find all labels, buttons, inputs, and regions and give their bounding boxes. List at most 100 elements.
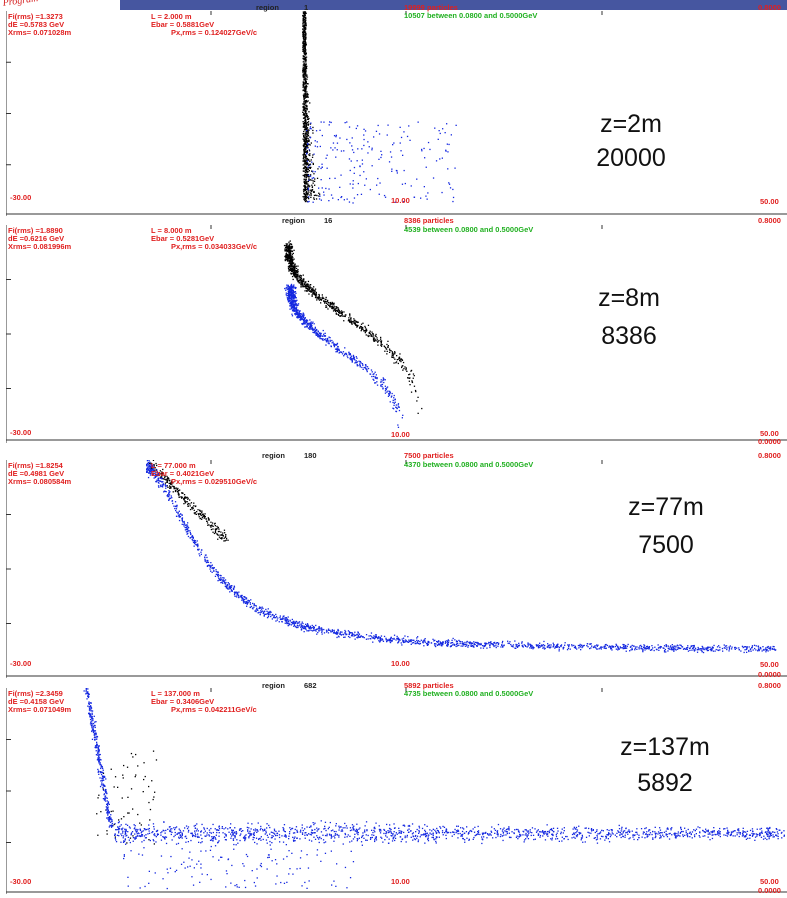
particle bbox=[301, 625, 303, 628]
particle bbox=[587, 643, 589, 645]
particle bbox=[268, 611, 270, 613]
particle bbox=[638, 646, 640, 649]
particle bbox=[288, 256, 290, 258]
particle bbox=[640, 648, 642, 650]
particle bbox=[417, 636, 419, 638]
particle bbox=[98, 749, 100, 751]
particle bbox=[302, 160, 304, 162]
particle bbox=[308, 324, 310, 326]
particle bbox=[326, 306, 328, 308]
particle bbox=[580, 649, 582, 651]
particle bbox=[370, 335, 373, 337]
particle bbox=[309, 628, 311, 630]
particle bbox=[374, 371, 376, 373]
particle bbox=[90, 716, 92, 718]
particle bbox=[670, 648, 672, 651]
particle bbox=[512, 644, 515, 646]
particle bbox=[769, 835, 771, 837]
particle bbox=[155, 462, 157, 465]
particle bbox=[401, 638, 403, 640]
particle bbox=[189, 530, 191, 532]
particle bbox=[633, 645, 635, 647]
particle bbox=[306, 623, 309, 625]
particle bbox=[310, 323, 312, 325]
particle bbox=[466, 645, 468, 647]
particle bbox=[286, 257, 288, 259]
particle bbox=[172, 482, 174, 484]
particle bbox=[87, 693, 89, 695]
particle bbox=[156, 479, 158, 481]
particle bbox=[707, 647, 709, 649]
particle bbox=[363, 128, 365, 130]
particle bbox=[391, 356, 393, 358]
particle bbox=[309, 287, 311, 289]
particle bbox=[414, 641, 416, 643]
scatter-blue-points-2 bbox=[284, 283, 404, 428]
particle bbox=[168, 499, 170, 501]
particle bbox=[692, 647, 694, 649]
particle bbox=[302, 111, 304, 113]
particle bbox=[364, 327, 367, 329]
particle bbox=[304, 198, 307, 201]
particle bbox=[307, 96, 309, 98]
particle bbox=[317, 335, 319, 338]
particle bbox=[310, 192, 312, 194]
particle bbox=[458, 639, 460, 642]
particle bbox=[390, 396, 392, 398]
particle bbox=[548, 645, 550, 647]
particle bbox=[385, 639, 387, 641]
particle bbox=[353, 151, 355, 154]
particle bbox=[221, 538, 223, 540]
particle bbox=[329, 304, 331, 307]
particle bbox=[305, 157, 307, 159]
particle bbox=[387, 340, 389, 342]
particle bbox=[288, 290, 290, 293]
particle bbox=[223, 537, 225, 539]
particle bbox=[314, 331, 316, 334]
particle bbox=[295, 307, 297, 309]
particle bbox=[333, 343, 335, 345]
particle bbox=[106, 803, 108, 805]
particle bbox=[452, 188, 454, 191]
particle bbox=[228, 584, 230, 586]
particle bbox=[456, 641, 458, 643]
particle bbox=[305, 20, 307, 22]
particle bbox=[438, 640, 440, 642]
particle bbox=[161, 481, 163, 483]
particle bbox=[350, 320, 353, 322]
particle bbox=[284, 622, 286, 624]
particle bbox=[359, 174, 361, 177]
particle bbox=[187, 505, 189, 507]
particle bbox=[571, 644, 573, 646]
particle bbox=[305, 112, 307, 114]
plot-area-1 bbox=[6, 11, 787, 216]
particle bbox=[89, 705, 92, 707]
particle bbox=[381, 381, 383, 383]
particle bbox=[556, 644, 558, 646]
particle bbox=[103, 785, 105, 787]
particle bbox=[318, 198, 321, 200]
particle bbox=[298, 625, 300, 627]
particle bbox=[321, 134, 323, 137]
particle bbox=[288, 268, 290, 270]
particle bbox=[401, 417, 403, 419]
particle bbox=[727, 829, 729, 831]
particle bbox=[154, 471, 157, 473]
particle bbox=[337, 199, 339, 201]
particle bbox=[371, 331, 373, 333]
particle bbox=[341, 196, 343, 198]
particle bbox=[171, 485, 173, 487]
particle bbox=[169, 487, 171, 489]
particle bbox=[383, 828, 385, 831]
particle bbox=[303, 147, 306, 149]
particle bbox=[387, 390, 389, 392]
particle bbox=[550, 644, 552, 646]
particle bbox=[257, 609, 259, 611]
particle bbox=[423, 147, 425, 150]
particle bbox=[402, 640, 404, 642]
particle bbox=[306, 323, 309, 325]
particle bbox=[285, 287, 287, 289]
particle bbox=[404, 635, 406, 637]
particle bbox=[98, 773, 100, 775]
particle bbox=[471, 645, 473, 647]
